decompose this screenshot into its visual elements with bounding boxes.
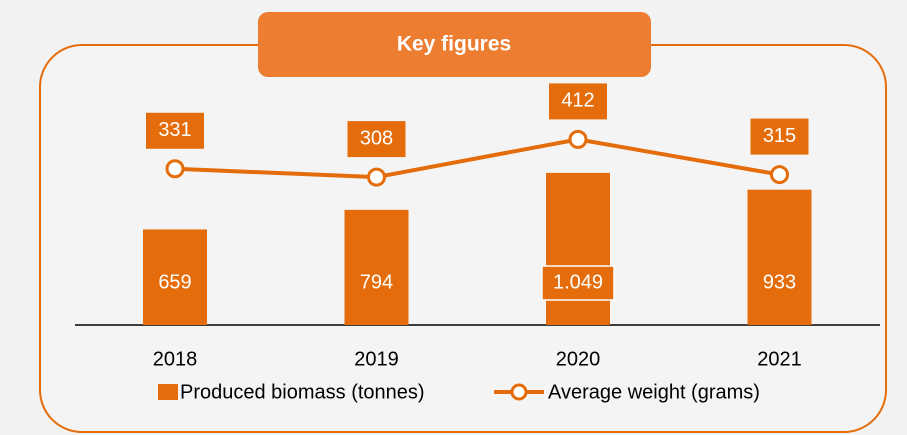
- legend-label: Average weight (grams): [548, 381, 760, 403]
- data-label: 308: [360, 127, 393, 149]
- x-tick-label: 2018: [153, 348, 198, 370]
- bar: [344, 209, 409, 325]
- line: [174, 137, 780, 180]
- data-label: 1.049: [553, 271, 603, 293]
- line-point: [770, 165, 789, 185]
- bar: [546, 172, 610, 325]
- line-point: [165, 159, 185, 179]
- title-box: [258, 12, 651, 77]
- legend-swatch: [158, 384, 178, 400]
- x-tick-label: 2020: [556, 348, 601, 370]
- data-label-box: [146, 112, 204, 149]
- data-label: 315: [763, 125, 796, 147]
- legend-label: Produced biomass (tonnes): [180, 381, 425, 403]
- chart-title: Key figures: [397, 33, 511, 56]
- x-tick-label: 2019: [354, 348, 399, 370]
- line-point: [568, 129, 588, 149]
- data-label-box: [750, 118, 809, 155]
- data-label: 412: [561, 90, 594, 112]
- x-tick-label: 2021: [757, 348, 802, 370]
- data-label: 331: [158, 119, 191, 141]
- bar: [747, 189, 812, 325]
- data-label-box: [549, 83, 607, 120]
- data-label-box: [541, 265, 615, 301]
- data-label-box: [347, 121, 406, 158]
- line-point: [367, 167, 386, 187]
- data-label: 933: [763, 271, 796, 293]
- bar: [143, 229, 207, 325]
- legend-swatch: [510, 383, 528, 401]
- data-label: 659: [158, 271, 191, 293]
- data-label: 794: [360, 271, 393, 293]
